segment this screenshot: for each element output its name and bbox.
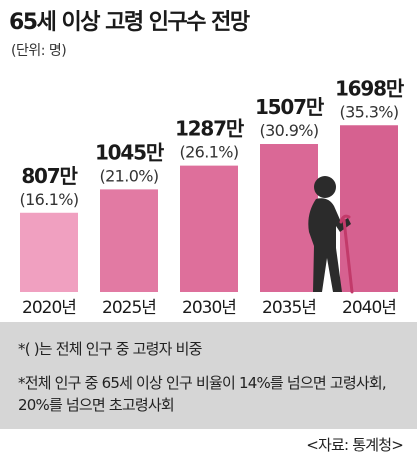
percent-label-2: (26.1%) [179, 143, 238, 162]
unit-label: (단위: 명) [11, 43, 67, 59]
bar-chart: 807만 (16.1%) 2020년 1045만 (21.0%) 2025년 1287만 (2… [19, 76, 406, 318]
category-label-1: 2025년 [102, 298, 156, 318]
note-share-definition: *( )는 전체 인구 중 고령자 비중 [18, 340, 202, 358]
percent-label-4: (35.3%) [339, 102, 398, 121]
value-label-4: 1698만 [335, 76, 405, 100]
value-label-1: 1045만 [95, 140, 165, 164]
bar-0 [20, 212, 78, 292]
bar-1 [100, 189, 158, 292]
notes-box: *( )는 전체 인구 중 고령자 비중 *전체 인구 중 65세 이상 인구 … [0, 322, 417, 429]
category-label-0: 2020년 [22, 298, 76, 318]
value-label-3: 1507만 [255, 95, 325, 119]
percent-label-1: (21.0%) [99, 166, 158, 185]
percent-label-0: (16.1%) [19, 190, 78, 209]
note-aged-society-definition: *전체 인구 중 65세 이상 인구 비율이 14%를 넘으면 고령사회, 20… [18, 374, 387, 414]
elderly-person-with-cane-icon [308, 176, 354, 294]
category-label-4: 2040년 [342, 298, 396, 318]
bar-3 [260, 144, 318, 292]
bar-2 [180, 165, 238, 292]
chart-title: 65세 이상 고령 인구수 전망 [9, 10, 250, 35]
source-label: <자료: 통계청> [306, 436, 404, 454]
category-label-3: 2035년 [262, 298, 316, 318]
value-label-2: 1287만 [175, 117, 245, 141]
category-label-2: 2030년 [182, 298, 236, 318]
percent-label-3: (30.9%) [259, 121, 318, 140]
value-label-0: 807만 [21, 164, 78, 188]
